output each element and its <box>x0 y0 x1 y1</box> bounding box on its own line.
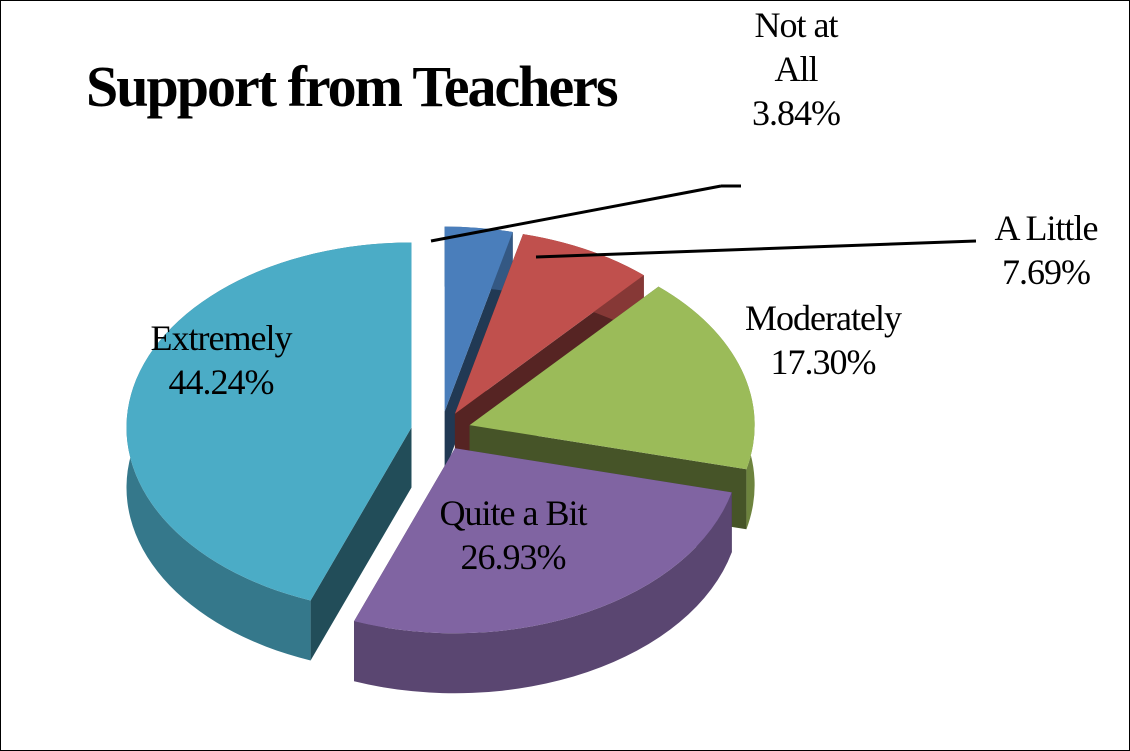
slice <box>454 234 644 414</box>
slice-label: Quite a Bit 26.93% <box>393 491 633 579</box>
leader-line <box>430 184 722 243</box>
slice-label: Not at All 3.84% <box>731 3 861 135</box>
slice-category: Quite a Bit <box>439 493 588 533</box>
slice <box>444 226 513 412</box>
slice-value: 3.84% <box>752 93 841 133</box>
pie <box>126 226 755 694</box>
slice <box>354 448 732 634</box>
slice-value: 26.93% <box>460 537 567 577</box>
slice-category: Not at All <box>754 5 839 89</box>
slice-category: A Little <box>994 208 1099 248</box>
leader-line <box>535 239 977 259</box>
slice <box>126 242 412 601</box>
slice-side <box>354 492 732 694</box>
slice-category: Extremely <box>150 318 293 358</box>
slice-category: Moderately <box>745 298 902 338</box>
slice-value: 17.30% <box>770 342 877 382</box>
slice-value: 44.24% <box>168 362 275 402</box>
slice-label: Extremely 44.24% <box>101 316 341 404</box>
slice-label: A Little 7.69% <box>961 206 1130 294</box>
slice-value: 7.69% <box>1002 252 1091 292</box>
slice <box>469 286 755 470</box>
slice-label: Moderately 17.30% <box>693 296 953 384</box>
slice-side <box>310 427 412 661</box>
chart-title: Support from Teachers <box>86 54 619 119</box>
